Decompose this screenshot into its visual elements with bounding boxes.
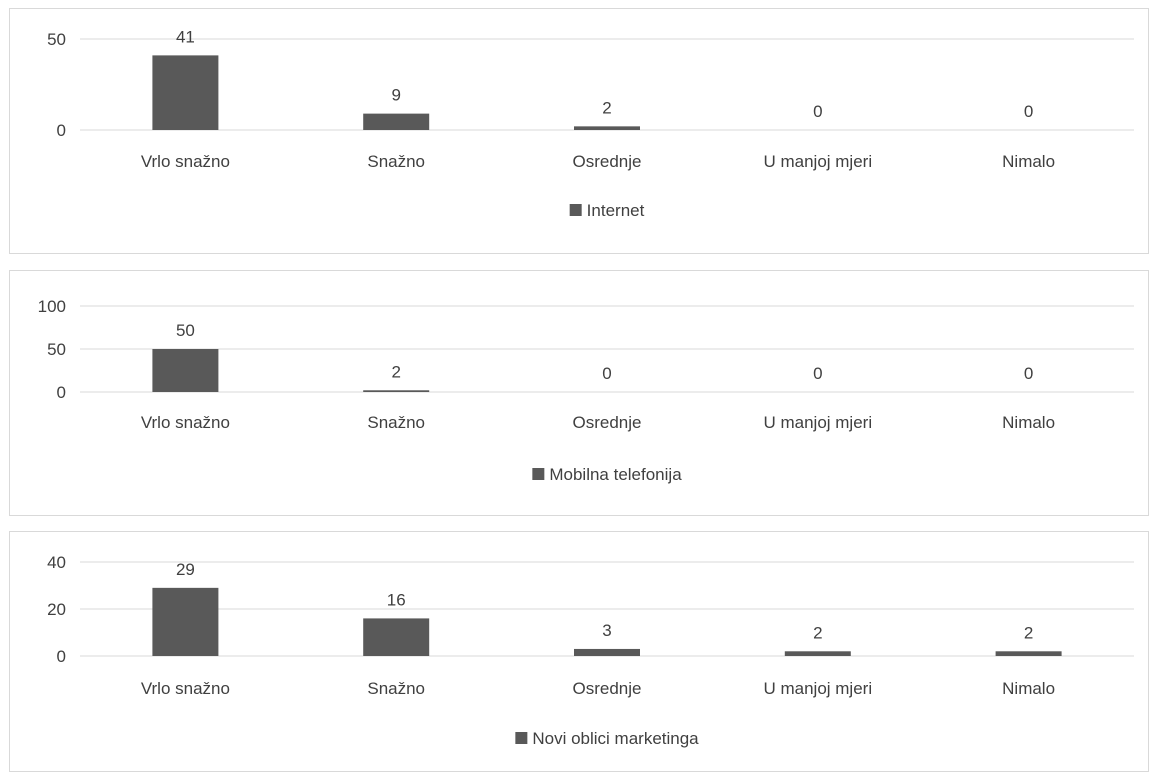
data-label: 50 [176,321,195,340]
data-label: 2 [391,362,400,381]
bar [152,587,219,656]
legend: Novi oblici marketinga [515,729,699,748]
data-label: 0 [1024,102,1033,121]
category-label: Nimalo [1002,152,1055,171]
category-label: Vrlo snažno [141,679,230,698]
category-label: Snažno [367,679,425,698]
category-label: U manjoj mjeri [763,679,872,698]
bar [363,618,430,656]
category-label: Snažno [367,413,425,432]
data-label: 0 [1024,364,1033,383]
y-tick-label: 100 [38,297,66,316]
category-label: U manjoj mjeri [763,413,872,432]
legend-label: Novi oblici marketinga [532,729,699,748]
bar [574,126,640,130]
data-label: 0 [813,102,822,121]
y-tick-label: 50 [47,340,66,359]
category-label: Osrednje [573,679,642,698]
bar [363,113,430,130]
data-label: 2 [813,623,822,642]
category-label: Osrednje [573,152,642,171]
category-label: Nimalo [1002,413,1055,432]
data-label: 2 [602,98,611,117]
legend-label: Mobilna telefonija [549,465,682,484]
category-label: Snažno [367,152,425,171]
legend: Internet [569,201,645,220]
y-tick-label: 40 [47,553,66,572]
category-label: Osrednje [573,413,642,432]
bar [574,648,640,656]
y-tick-label: 50 [47,30,66,49]
category-label: Vrlo snažno [141,152,230,171]
y-tick-label: 0 [57,121,66,140]
legend-swatch [569,204,582,216]
data-label: 0 [602,364,611,383]
category-label: Vrlo snažno [141,413,230,432]
data-label: 16 [387,590,406,609]
data-label: 41 [176,27,195,46]
category-label: Nimalo [1002,679,1055,698]
bar [784,651,851,656]
y-tick-label: 20 [47,600,66,619]
data-label: 29 [176,560,195,579]
y-tick-label: 0 [57,647,66,666]
legend-swatch [515,732,528,744]
bar-chart-mobilna-telefonija: 0 50 100 50 2 0 0 0 Vrlo snažno Snažno Osrednje U m… [38,297,1134,484]
category-label: U manjoj mjeri [763,152,872,171]
chart-panel-mobilna-telefonija: 0 50 100 50 2 0 0 0 Vrlo snažno Snažno Osrednje U m… [9,270,1149,516]
bar [152,349,219,392]
data-label: 9 [391,86,400,105]
bar [363,390,430,392]
legend-swatch [532,468,545,480]
bar [152,55,219,130]
chart-panel-novi-oblici-marketinga: 0 20 40 29 16 3 2 2 Vrlo snažno Snažno Osrednje U m… [9,531,1149,772]
data-label: 0 [813,364,822,383]
legend-label: Internet [587,201,645,220]
data-label: 2 [1024,623,1033,642]
bar [995,651,1062,656]
chart-panel-internet: 0 50 41 9 2 0 0 Vrlo snažno Snažno Osrednje U manj… [9,8,1149,254]
bar-chart-internet: 0 50 41 9 2 0 0 Vrlo snažno Snažno Osrednje U manj… [47,27,1134,220]
data-label: 3 [602,621,611,640]
legend: Mobilna telefonija [532,465,682,484]
y-tick-label: 0 [57,383,66,402]
bar-chart-novi-oblici-marketinga: 0 20 40 29 16 3 2 2 Vrlo snažno Snažno Osrednje U m… [47,553,1134,748]
